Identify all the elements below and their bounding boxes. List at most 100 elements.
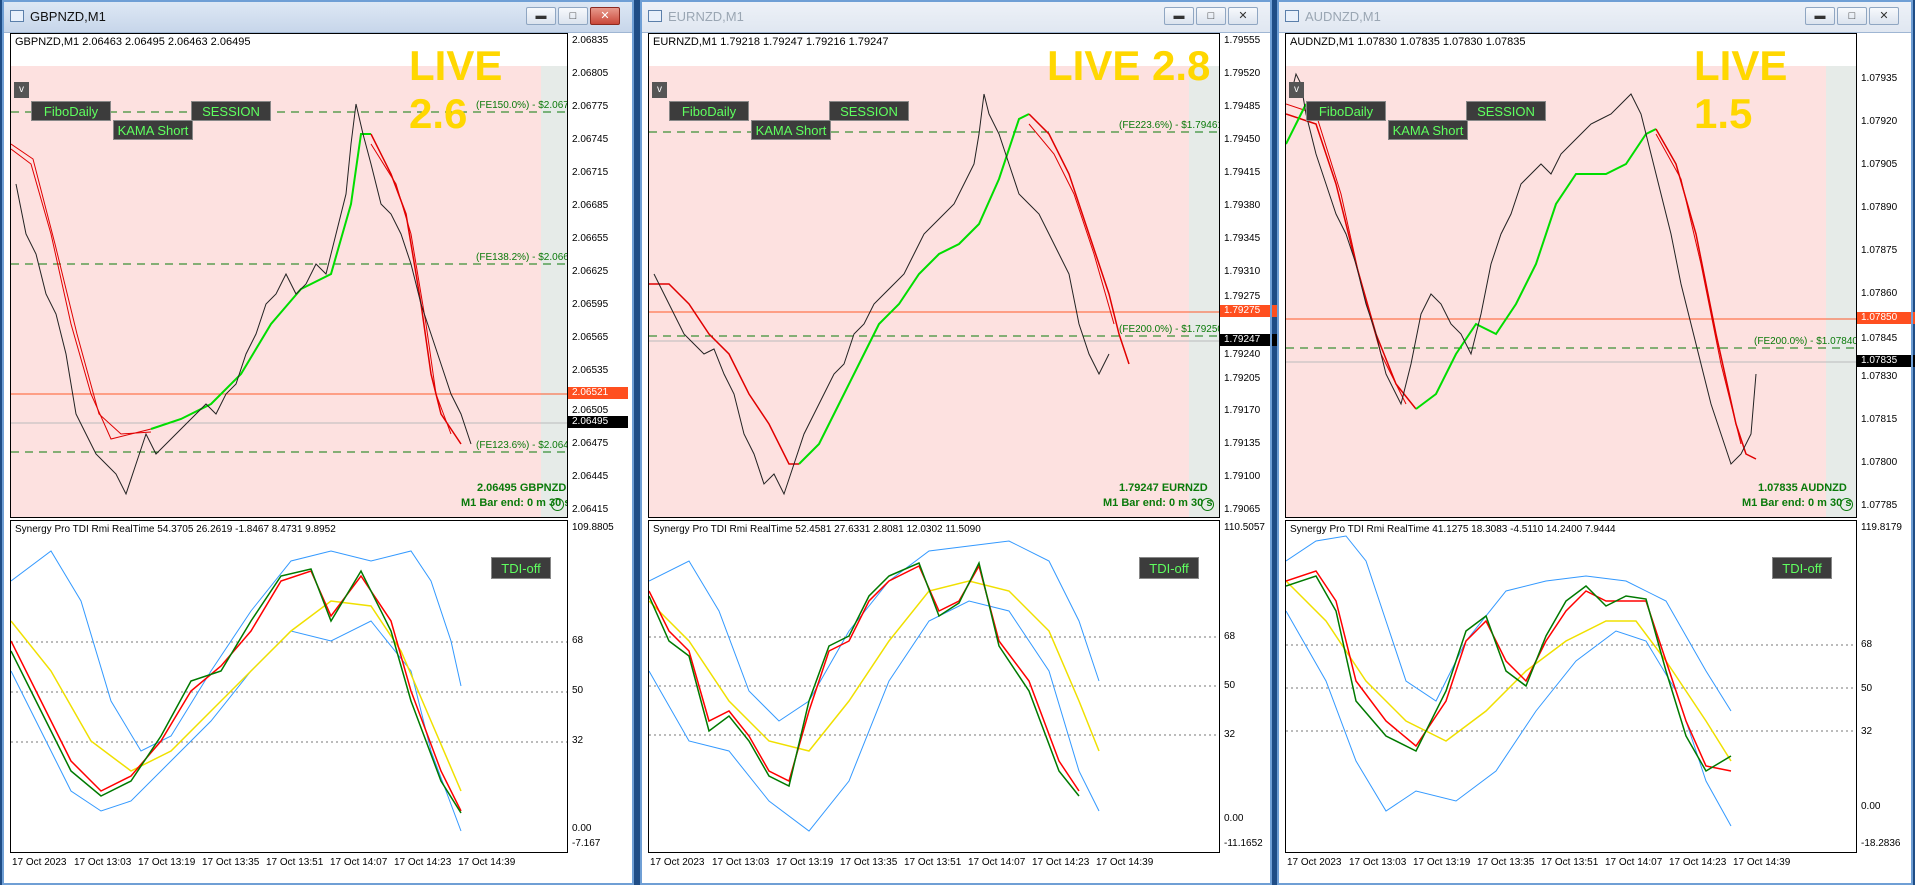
minimize-button[interactable]: ▬ xyxy=(1805,7,1835,25)
window-title: AUDNZD,M1 xyxy=(1305,9,1381,24)
session-button[interactable]: SESSION xyxy=(1466,101,1546,121)
chart-window-eurnzd[interactable]: EURNZD,M1 ▬ □ ✕ EURNZD,M1 1.79218 1.7924… xyxy=(640,0,1280,885)
indicator-chart-svg xyxy=(649,540,1219,832)
window-titlebar[interactable]: EURNZD,M1 ▬ □ ✕ xyxy=(640,0,1272,33)
window-titlebar[interactable]: GBPNZD,M1 ▬ □ ✕ xyxy=(2,0,634,33)
price-tick: 1.79310 xyxy=(1224,266,1261,277)
price-tick: 2.06805 xyxy=(572,68,609,79)
price-tick: 1.79555 xyxy=(1224,35,1261,46)
chart-area[interactable]: GBPNZD,M1 2.06463 2.06495 2.06463 2.0649… xyxy=(10,33,628,881)
time-tick: 17 Oct 2023 xyxy=(12,857,67,868)
ind-tick: 32 xyxy=(572,735,584,746)
fe-label: (FE138.2%) - $2.06636 xyxy=(476,252,568,263)
price-tick: 1.07815 xyxy=(1861,414,1898,425)
price-tick: 2.06475 xyxy=(572,438,609,449)
maximize-button[interactable]: □ xyxy=(558,7,588,25)
price-tick: 2.06595 xyxy=(572,299,609,310)
window-titlebar[interactable]: AUDNZD,M1 ▬ □ ✕ xyxy=(1277,0,1913,33)
price-pane[interactable]: AUDNZD,M1 1.07830 1.07835 1.07830 1.0783… xyxy=(1285,33,1857,518)
kama-short-button[interactable]: KAMA Short xyxy=(113,120,193,140)
price-tick: 1.79345 xyxy=(1224,233,1261,244)
maximize-button[interactable]: □ xyxy=(1196,7,1226,25)
session-background xyxy=(11,66,541,517)
time-tick: 17 Oct 13:35 xyxy=(1477,857,1535,868)
fibodaily-button[interactable]: FiboDaily xyxy=(31,101,111,121)
chart-window-audnzd[interactable]: AUDNZD,M1 ▬ □ ✕ AUDNZD,M1 1.07830 1.0783… xyxy=(1277,0,1915,885)
price-tick: 2.06625 xyxy=(572,266,609,277)
symbol-info-line: GBPNZD,M1 2.06463 2.06495 2.06463 2.0649… xyxy=(15,36,251,48)
time-tick: 17 Oct 14:39 xyxy=(1096,857,1154,868)
tdi-off-button[interactable]: TDI-off xyxy=(1772,557,1832,579)
minimize-icon: ▬ xyxy=(535,10,547,22)
session-button[interactable]: SESSION xyxy=(829,101,909,121)
close-button[interactable]: ✕ xyxy=(1869,7,1899,25)
price-tick: 1.07830 xyxy=(1861,371,1898,382)
status-price: 1.79247 EURNZD xyxy=(1119,482,1208,494)
ind-tick: -18.2836 xyxy=(1861,838,1901,849)
status-bar-end: M1 Bar end: 0 m 30 s xyxy=(1103,497,1213,509)
collapse-button[interactable]: v xyxy=(14,82,29,98)
indicator-chart-svg xyxy=(11,550,567,832)
live-label: LIVE 2.6 xyxy=(409,42,503,137)
fe-label: (FE150.0%) - $2.06773 xyxy=(476,100,568,111)
price-tick: 1.79240 xyxy=(1224,349,1261,360)
collapse-button[interactable]: v xyxy=(652,82,667,98)
maximize-button[interactable]: □ xyxy=(1837,7,1867,25)
time-tick: 17 Oct 13:35 xyxy=(202,857,260,868)
fe-label: (FE123.6%) - $2.06468 xyxy=(476,440,568,451)
ind-tick: 68 xyxy=(1861,639,1873,650)
collapse-button[interactable]: v xyxy=(1289,82,1304,98)
ind-tick: 109.8805 xyxy=(572,522,614,533)
session-background xyxy=(1286,66,1826,517)
price-tick: 1.79170 xyxy=(1224,405,1261,416)
tdi-off-button[interactable]: TDI-off xyxy=(491,557,551,579)
minimize-icon: ▬ xyxy=(1173,10,1185,22)
ind-tick: 0.00 xyxy=(572,823,592,834)
ind-tick: -11.1652 xyxy=(1224,838,1263,849)
price-axis: 1.79555 1.79520 1.79485 1.79450 1.79415 … xyxy=(1220,33,1280,853)
chart-area[interactable]: AUDNZD,M1 1.07830 1.07835 1.07830 1.0783… xyxy=(1285,33,1915,881)
symbol-info-line: AUDNZD,M1 1.07830 1.07835 1.07830 1.0783… xyxy=(1290,36,1526,48)
close-button[interactable]: ✕ xyxy=(1228,7,1258,25)
time-tick: 17 Oct 2023 xyxy=(1287,857,1342,868)
price-tick: 1.79065 xyxy=(1224,504,1261,515)
chart-window-gbpnzd[interactable]: GBPNZD,M1 ▬ □ ✕ GBPNZD,M1 2.06463 2.0649… xyxy=(2,0,634,885)
tdi-off-button[interactable]: TDI-off xyxy=(1139,557,1199,579)
minimize-button[interactable]: ▬ xyxy=(526,7,556,25)
time-tick: 17 Oct 13:03 xyxy=(74,857,132,868)
ind-tick: 50 xyxy=(1861,683,1873,694)
price-tick: 1.79135 xyxy=(1224,438,1261,449)
price-axis: 1.07935 1.07920 1.07905 1.07890 1.07875 … xyxy=(1857,33,1915,853)
price-tick: 2.06655 xyxy=(572,233,609,244)
chart-area[interactable]: EURNZD,M1 1.79218 1.79247 1.79216 1.7924… xyxy=(648,33,1280,881)
price-tick: 1.07905 xyxy=(1861,159,1898,170)
indicator-pane[interactable]: Synergy Pro TDI Rmi RealTime 41.1275 18.… xyxy=(1285,520,1857,853)
kama-short-button[interactable]: KAMA Short xyxy=(1388,120,1468,140)
time-tick: 17 Oct 14:23 xyxy=(1032,857,1090,868)
indicator-pane[interactable]: Synergy Pro TDI Rmi RealTime 54.3705 26.… xyxy=(10,520,568,853)
price-tick: 1.07785 xyxy=(1861,500,1898,511)
time-tick: 17 Oct 13:03 xyxy=(1349,857,1407,868)
price-tick: 1.07935 xyxy=(1861,73,1898,84)
price-tick: 2.06565 xyxy=(572,332,609,343)
session-button[interactable]: SESSION xyxy=(191,101,271,121)
kama-short-button[interactable]: KAMA Short xyxy=(751,120,831,140)
status-price: 1.07835 AUDNZD xyxy=(1758,482,1847,494)
fe-label: (FE200.0%) - $1.07840 xyxy=(1754,336,1857,347)
close-icon: ✕ xyxy=(600,10,610,22)
close-button[interactable]: ✕ xyxy=(590,7,620,25)
price-tick: 2.06685 xyxy=(572,200,609,211)
ind-tick: -7.167 xyxy=(572,838,601,849)
price-pane[interactable]: GBPNZD,M1 2.06463 2.06495 2.06463 2.0649… xyxy=(10,33,568,518)
fibodaily-button[interactable]: FiboDaily xyxy=(1306,101,1386,121)
maximize-icon: □ xyxy=(1848,10,1856,22)
minimize-button[interactable]: ▬ xyxy=(1164,7,1194,25)
time-tick: 17 Oct 13:51 xyxy=(266,857,324,868)
time-tick: 17 Oct 14:07 xyxy=(1605,857,1663,868)
indicator-pane[interactable]: Synergy Pro TDI Rmi RealTime 52.4581 27.… xyxy=(648,520,1220,853)
price-tick: 1.79520 xyxy=(1224,68,1261,79)
window-title: EURNZD,M1 xyxy=(668,9,744,24)
indicator-title: Synergy Pro TDI Rmi RealTime 54.3705 26.… xyxy=(15,524,336,535)
price-pane[interactable]: EURNZD,M1 1.79218 1.79247 1.79216 1.7924… xyxy=(648,33,1220,518)
fibodaily-button[interactable]: FiboDaily xyxy=(669,101,749,121)
